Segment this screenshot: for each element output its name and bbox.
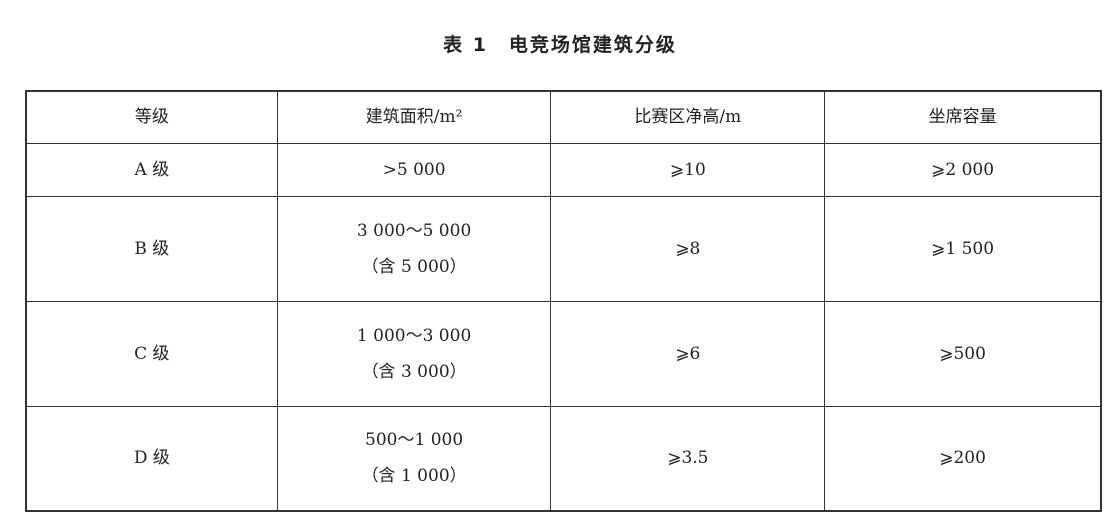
cell-height: ⩾8 [550, 195, 826, 302]
cell-grade: A 级 [25, 142, 278, 197]
area-range: 3 000～5 000 [356, 220, 472, 241]
table-row: C 级 1 000～3 000 （含 3 000） ⩾6 ⩾500 [25, 300, 1102, 407]
cell-area: 1 000～3 000 （含 3 000） [276, 300, 552, 407]
cell-height: ⩾6 [550, 300, 826, 407]
venue-grade-table: 等级 建筑面积/m² 比赛区净高/m 坐席容量 A 级 >5 000 ⩾10 ⩾… [25, 90, 1102, 512]
table-row: D 级 500～1 000 （含 1 000） ⩾3.5 ⩾200 [25, 405, 1102, 512]
area-range: 500～1 000 [365, 430, 464, 451]
cell-seats: ⩾1 500 [824, 195, 1102, 302]
header-height: 比赛区净高/m [550, 90, 826, 144]
cell-seats: ⩾2 000 [824, 142, 1102, 197]
cell-seats: ⩾500 [824, 300, 1102, 407]
table-title: 表 1 电竞场馆建筑分级 [443, 34, 677, 56]
cell-seats: ⩾200 [824, 405, 1102, 512]
header-area: 建筑面积/m² [276, 90, 552, 144]
cell-height: ⩾3.5 [550, 405, 826, 512]
cell-grade: D 级 [25, 405, 278, 512]
header-grade: 等级 [25, 90, 278, 144]
cell-area: >5 000 [276, 142, 552, 197]
area-range: 1 000～3 000 [356, 325, 472, 346]
table-row: A 级 >5 000 ⩾10 ⩾2 000 [25, 142, 1102, 197]
cell-area: 3 000～5 000 （含 5 000） [276, 195, 552, 302]
cell-height: ⩾10 [550, 142, 826, 197]
cell-area: 500～1 000 （含 1 000） [276, 405, 552, 512]
table-header-row: 等级 建筑面积/m² 比赛区净高/m 坐席容量 [25, 90, 1102, 144]
area-range: >5 000 [382, 159, 446, 180]
cell-grade: B 级 [25, 195, 278, 302]
cell-grade: C 级 [25, 300, 278, 407]
area-note: （含 1 000） [361, 466, 467, 487]
area-note: （含 3 000） [361, 361, 467, 382]
area-note: （含 5 000） [361, 256, 467, 277]
header-seats: 坐席容量 [824, 90, 1102, 144]
table-row: B 级 3 000～5 000 （含 5 000） ⩾8 ⩾1 500 [25, 195, 1102, 302]
